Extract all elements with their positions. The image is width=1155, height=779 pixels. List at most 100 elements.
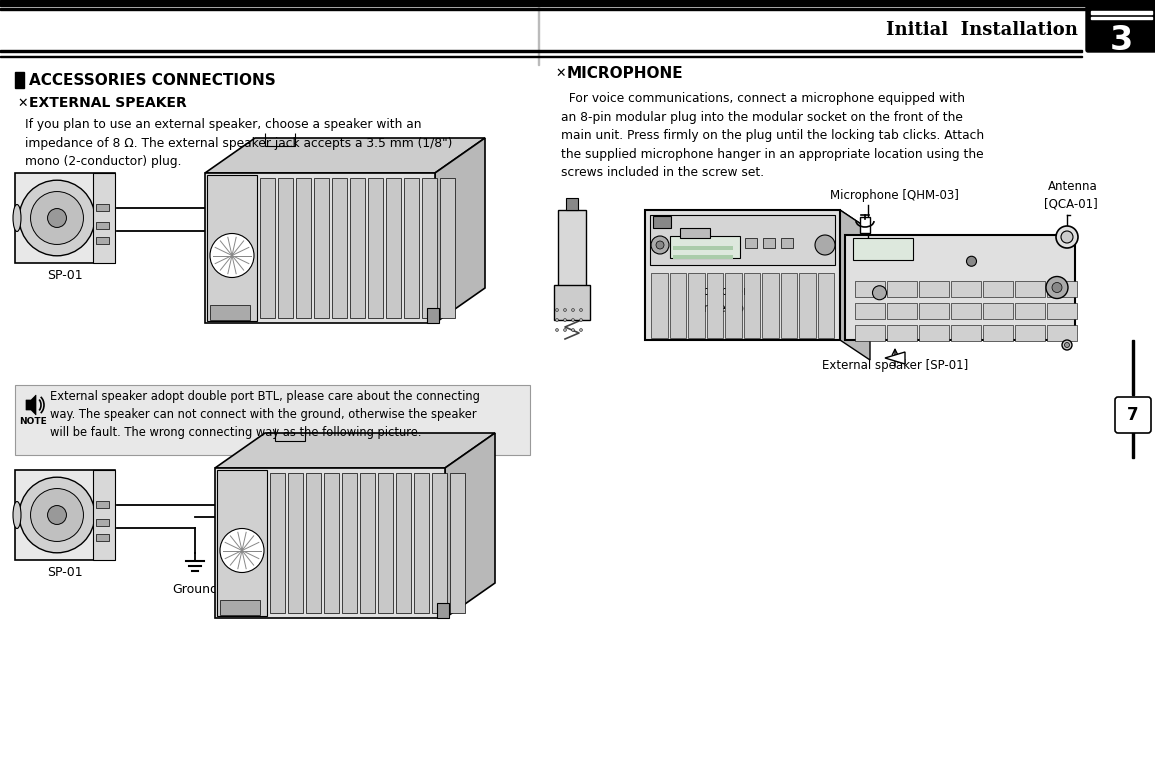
Bar [887, 325, 917, 341]
Ellipse shape [1061, 340, 1072, 350]
Text: External speaker adopt double port BTL, please care about the connecting
way. Th: External speaker adopt double port BTL, … [50, 390, 479, 439]
Bar [94, 173, 116, 263]
Bar [306, 473, 321, 613]
Bar [919, 303, 949, 319]
Ellipse shape [572, 308, 574, 312]
Polygon shape [840, 210, 870, 360]
Bar [558, 210, 586, 290]
Bar [210, 305, 249, 320]
Text: ✕: ✕ [556, 66, 566, 79]
Bar [342, 473, 357, 613]
Bar [707, 273, 723, 338]
Text: EXTERNAL SPEAKER: EXTERNAL SPEAKER [29, 96, 187, 110]
Bar [368, 178, 383, 318]
Text: Ground: Ground [172, 583, 218, 596]
Bar [204, 173, 435, 323]
Bar [1046, 281, 1076, 297]
Bar [670, 273, 686, 338]
Text: Antenna
[QCA-01]: Antenna [QCA-01] [1044, 180, 1098, 210]
Ellipse shape [572, 319, 574, 322]
Bar [207, 175, 258, 321]
Text: For voice communications, connect a microphone equipped with
an 8-pin modular pl: For voice communications, connect a micr… [561, 92, 984, 179]
Text: If you plan to use an external speaker, choose a speaker with an
impedance of 8 : If you plan to use an external speaker, … [25, 118, 453, 168]
Bar [325, 473, 340, 613]
Bar [651, 273, 668, 338]
Bar [296, 178, 311, 318]
Bar [673, 255, 733, 259]
Text: 3: 3 [1110, 23, 1133, 57]
Bar [413, 473, 429, 613]
Bar [854, 238, 912, 260]
Bar [96, 237, 109, 244]
Bar [1015, 325, 1045, 341]
Ellipse shape [564, 308, 566, 312]
Polygon shape [215, 433, 495, 468]
Bar [0, 8, 1155, 10]
Bar [887, 281, 917, 297]
Text: External speaker [SP-01]: External speaker [SP-01] [822, 358, 968, 372]
Bar [15, 470, 116, 560]
Bar [644, 210, 840, 340]
Text: ACCESSORIES CONNECTIONS: ACCESSORIES CONNECTIONS [29, 72, 276, 87]
Bar [860, 217, 870, 233]
Ellipse shape [1065, 343, 1070, 347]
Bar [15, 72, 24, 88]
Bar [217, 470, 267, 616]
Ellipse shape [872, 286, 887, 300]
Bar [670, 236, 740, 258]
Text: Initial  Installation: Initial Installation [886, 21, 1078, 39]
Bar [951, 325, 981, 341]
Bar [314, 178, 329, 318]
Bar [0, 56, 1082, 57]
Bar [350, 178, 365, 318]
Ellipse shape [651, 236, 669, 254]
Polygon shape [644, 210, 870, 230]
Bar [1091, 11, 1152, 14]
Bar [96, 221, 109, 228]
Bar [278, 178, 293, 318]
Polygon shape [445, 433, 495, 618]
Ellipse shape [1056, 226, 1078, 248]
Bar [331, 178, 346, 318]
Bar [94, 470, 116, 560]
Bar [96, 500, 109, 507]
Bar [1132, 340, 1134, 395]
Ellipse shape [656, 241, 664, 249]
Ellipse shape [47, 506, 67, 524]
Bar [15, 173, 116, 263]
Ellipse shape [20, 180, 95, 256]
Bar [763, 238, 775, 248]
Ellipse shape [556, 329, 559, 332]
Bar [219, 600, 260, 615]
Bar [653, 216, 671, 228]
Polygon shape [204, 138, 485, 173]
Text: SP-01: SP-01 [47, 269, 83, 281]
Bar [1046, 303, 1076, 319]
Ellipse shape [556, 319, 559, 322]
Ellipse shape [1046, 277, 1068, 298]
Bar [818, 273, 834, 338]
Ellipse shape [967, 256, 976, 266]
Ellipse shape [1052, 283, 1061, 292]
Bar [983, 303, 1013, 319]
FancyBboxPatch shape [1115, 397, 1152, 433]
Bar [745, 238, 757, 248]
Ellipse shape [564, 319, 566, 322]
Bar [360, 473, 375, 613]
Ellipse shape [20, 478, 95, 553]
Ellipse shape [210, 234, 254, 277]
Bar [1015, 303, 1045, 319]
Bar [650, 215, 835, 265]
Ellipse shape [580, 319, 582, 322]
Polygon shape [885, 352, 906, 364]
Bar [396, 473, 411, 613]
Polygon shape [27, 395, 36, 415]
Bar [96, 519, 109, 526]
Bar [215, 468, 445, 618]
Bar [260, 178, 275, 318]
Ellipse shape [13, 205, 21, 231]
Text: 7: 7 [1127, 406, 1139, 424]
Text: Error: Error [263, 508, 296, 521]
Bar [422, 178, 437, 318]
Bar [450, 473, 465, 613]
